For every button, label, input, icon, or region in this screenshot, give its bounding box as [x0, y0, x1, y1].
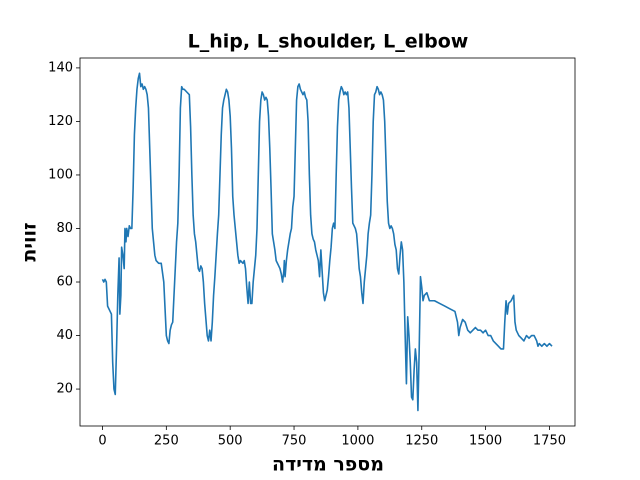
- chart-title: L_hip, L_shoulder, L_elbow: [188, 31, 469, 53]
- y-tick-label: 60: [56, 275, 73, 290]
- x-tick-label: 250: [154, 434, 179, 449]
- y-axis-label: זווית: [19, 222, 41, 261]
- y-tick-label: 140: [48, 60, 73, 75]
- x-tick-label: 1750: [533, 434, 566, 449]
- y-tick-label: 40: [56, 328, 73, 343]
- data-line: [101, 72, 553, 412]
- x-axis-label: מספר מדידה: [272, 454, 384, 476]
- y-tick-label: 100: [48, 167, 73, 182]
- x-tick-label: 500: [218, 434, 243, 449]
- x-tick-label: 1000: [341, 434, 374, 449]
- y-tick-label: 80: [56, 221, 73, 236]
- x-tick-label: 1250: [405, 434, 438, 449]
- x-tick-label: 1500: [469, 434, 502, 449]
- plot-frame: [79, 57, 576, 427]
- x-tick-label: 750: [282, 434, 307, 449]
- y-tick-label: 120: [48, 114, 73, 129]
- x-tick-label: 0: [98, 434, 106, 449]
- y-tick-label: 20: [56, 382, 73, 397]
